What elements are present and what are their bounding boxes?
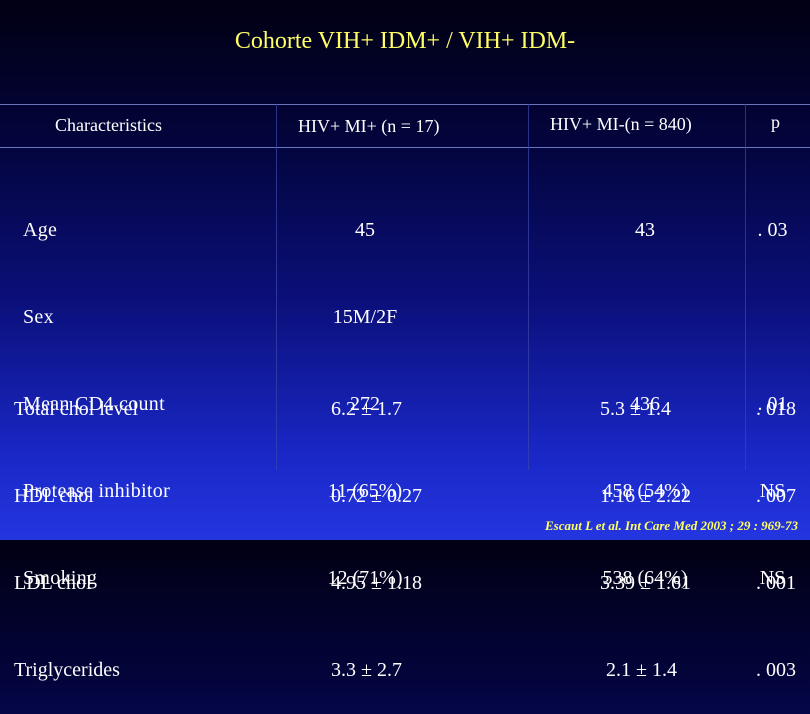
cell: 43 bbox=[635, 219, 655, 241]
column-divider bbox=[528, 104, 529, 470]
group2-labels: Total chol level HDL chol LDL chol Trigl… bbox=[14, 337, 138, 714]
cell: . 03 bbox=[757, 219, 788, 241]
cell: 0.72 ± 0.27 bbox=[331, 485, 422, 507]
group2-mi-positive: 6.2 ± 1.7 0.72 ± 0.27 4.95 ± 1.18 3.3 ± … bbox=[331, 337, 422, 714]
cell: . 01 bbox=[757, 393, 788, 415]
header-characteristics: Characteristics bbox=[55, 115, 162, 135]
cell bbox=[580, 303, 710, 332]
cell: 436 bbox=[630, 393, 660, 415]
cell: 1.16 ± 2.22 bbox=[600, 485, 691, 507]
cell: NS bbox=[759, 480, 786, 502]
cell: 2.1 ± 1.4 bbox=[606, 659, 677, 681]
row-label: LDL chol bbox=[14, 572, 92, 594]
cell: 3.39 ± 1.61 bbox=[600, 572, 691, 594]
column-divider bbox=[276, 104, 277, 470]
row-label: Protease inhibitor bbox=[23, 480, 171, 502]
row-label: Sex bbox=[23, 306, 54, 328]
cell bbox=[745, 303, 800, 332]
header-mi-positive: HIV+ MI+ (n = 17) bbox=[298, 116, 440, 136]
cell: 45 bbox=[355, 219, 375, 241]
header-p-value: p bbox=[771, 112, 780, 132]
cell: 3.3 ± 2.7 bbox=[331, 659, 402, 681]
row-label: Total chol level bbox=[14, 398, 139, 420]
column-divider bbox=[745, 104, 746, 470]
cell: . 001 bbox=[756, 572, 796, 594]
cell: . 007 bbox=[756, 485, 796, 507]
header-top-divider bbox=[0, 104, 810, 105]
cell: 6.2 ± 1.7 bbox=[331, 398, 402, 420]
slide-title: Cohorte VIH+ IDM+ / VIH+ IDM- bbox=[234, 28, 576, 54]
row-label: HDL chol bbox=[14, 485, 94, 507]
header-bottom-divider bbox=[0, 147, 810, 148]
cell: 4.95 ± 1.18 bbox=[331, 572, 422, 594]
cell: 458 (54%) bbox=[602, 480, 688, 502]
row-label: Triglycerides bbox=[14, 659, 120, 681]
row-label: Age bbox=[23, 219, 58, 241]
cell: 11 (65%) bbox=[327, 480, 403, 502]
citation: Escaut L et al. Int Care Med 2003 ; 29 :… bbox=[544, 518, 798, 533]
row-label: Mean CD4 count bbox=[23, 393, 165, 415]
header-mi-negative: HIV+ MI-(n = 840) bbox=[550, 114, 692, 134]
cell: . 003 bbox=[756, 659, 796, 681]
cell: 15M/2F bbox=[332, 306, 398, 328]
cell: 272 bbox=[350, 393, 380, 415]
cell: 5.3 ± 1.4 bbox=[600, 398, 671, 420]
cell: . 018 bbox=[756, 398, 796, 420]
